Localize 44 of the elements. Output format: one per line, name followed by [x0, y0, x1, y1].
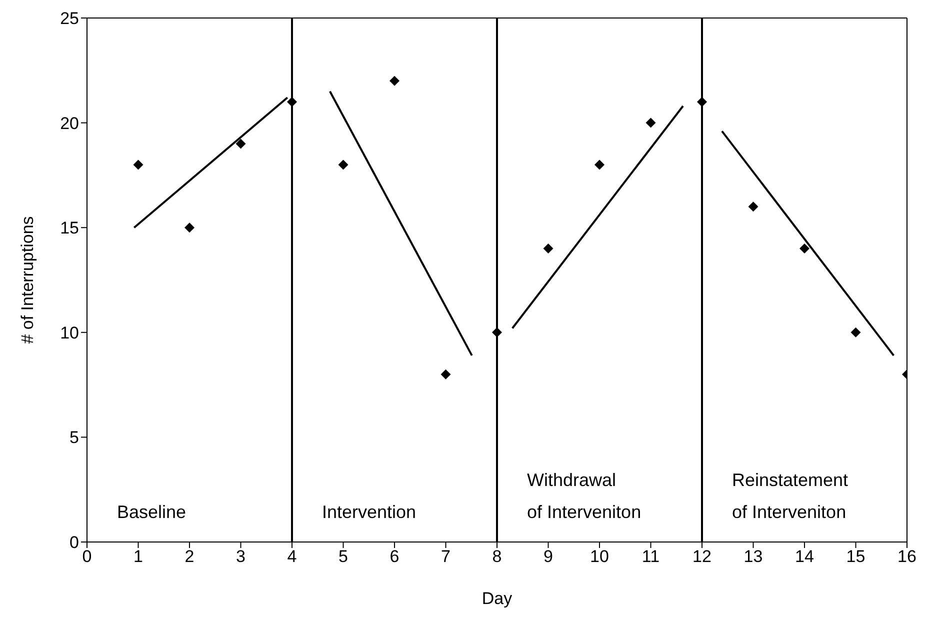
point: [492, 327, 502, 338]
point: [800, 244, 810, 254]
point: [646, 118, 656, 128]
y-tick-label: 10: [60, 323, 79, 342]
annotation: Baseline: [117, 502, 186, 522]
annotation: Reinstatement of Interveniton: [732, 470, 848, 522]
x-tick-label: 7: [441, 547, 450, 566]
point: [338, 160, 348, 170]
x-tick-label: 12: [692, 547, 712, 566]
x-tick-label: 14: [795, 547, 814, 566]
point: [184, 222, 194, 233]
point: [440, 369, 451, 380]
x-tick-label: 11: [642, 547, 660, 566]
point: [748, 202, 758, 212]
point: [697, 96, 707, 107]
y-tick-label: 0: [70, 533, 79, 552]
point: [390, 76, 400, 86]
y-axis-title: # of Interruptions: [18, 216, 38, 344]
x-axis-title: Day: [482, 589, 513, 608]
y-tick-label: 5: [70, 428, 79, 448]
x-tick-label: 4: [287, 547, 297, 566]
x-tick-label: 10: [590, 547, 609, 566]
y-tick-label: 25: [60, 9, 79, 28]
x-tick-label: 16: [898, 547, 916, 566]
x-tick-label: 1: [134, 547, 143, 566]
annotation: Intervention: [322, 502, 416, 522]
point: [236, 138, 246, 149]
x-tick-label: 6: [390, 547, 400, 566]
point: [133, 160, 144, 170]
x-tick-label: 13: [744, 547, 763, 566]
point: [850, 327, 861, 338]
x-tick-label: 5: [338, 547, 348, 566]
x-tick-label: 15: [846, 547, 866, 566]
x-tick-label: 9: [544, 547, 553, 566]
x-tick-label: 2: [184, 547, 194, 566]
x-tick-label: 3: [236, 547, 246, 566]
x-tick-label: 8: [492, 547, 502, 566]
annotation: Withdrawal of Interveniton: [527, 470, 642, 522]
y-tick-label: 15: [60, 218, 79, 238]
y-tick-label: 20: [60, 114, 79, 133]
point: [543, 244, 554, 254]
point: [287, 96, 297, 107]
point: [594, 160, 604, 170]
x-tick-label: 0: [82, 547, 92, 566]
